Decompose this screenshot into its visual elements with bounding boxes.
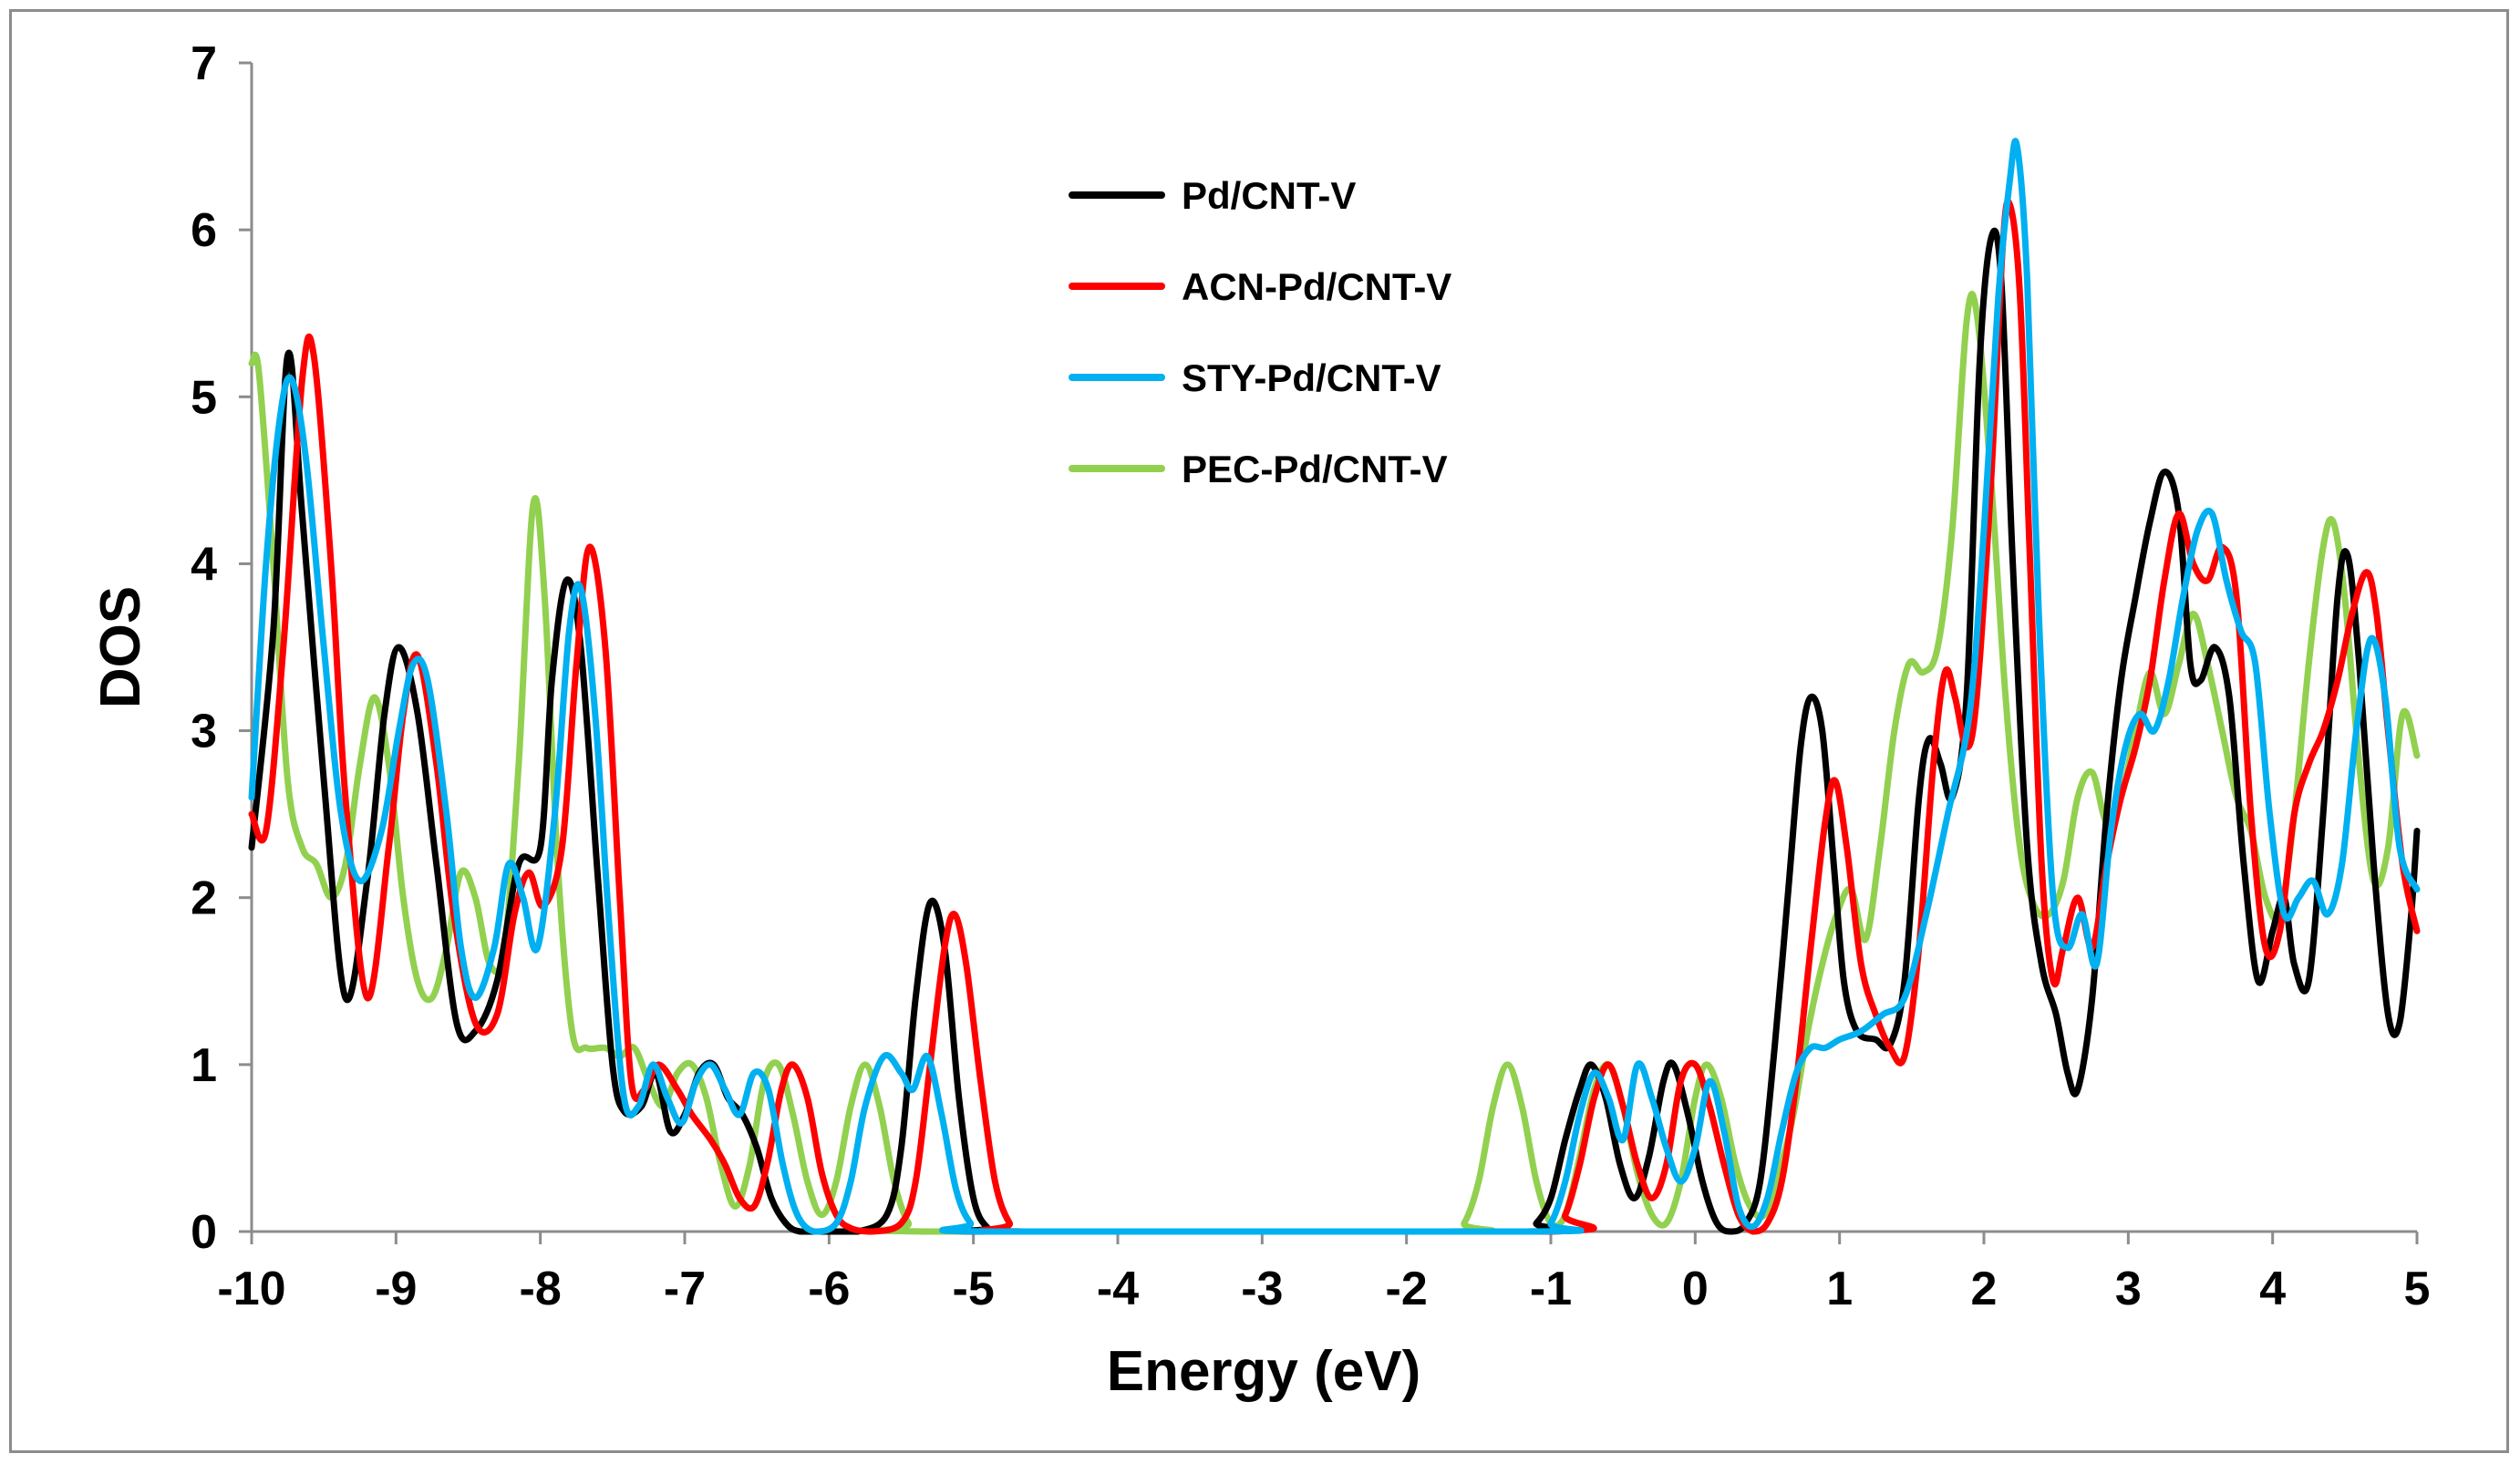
x-tick-label: 5 <box>2404 1263 2431 1315</box>
y-tick-label: 0 <box>191 1206 217 1259</box>
x-tick-label: 1 <box>1826 1263 1853 1315</box>
x-tick-label: 4 <box>2259 1263 2286 1315</box>
y-tick-label: 2 <box>191 872 217 925</box>
legend-label-pd-cnt-v: Pd/CNT-V <box>1182 174 1356 217</box>
series-line-pec-pd-cnt-v <box>248 291 2421 1235</box>
axes <box>239 61 2419 1244</box>
series-line-sty-pd-cnt-v <box>248 138 2421 1235</box>
x-tick-label: 0 <box>1682 1263 1709 1315</box>
y-tick-label: 4 <box>191 538 217 591</box>
legend-label-sty-pd-cnt-v: STY-Pd/CNT-V <box>1182 356 1441 399</box>
x-tick-label: -7 <box>664 1263 706 1315</box>
x-tick-label: -4 <box>1097 1263 1139 1315</box>
x-tick-label: 2 <box>1971 1263 1998 1315</box>
x-tick-label: -2 <box>1386 1263 1428 1315</box>
x-tick-label: 3 <box>2115 1263 2142 1315</box>
y-tick-label: 6 <box>191 204 217 257</box>
legend-label-pec-pd-cnt-v: PEC-Pd/CNT-V <box>1182 448 1448 490</box>
x-tick-label: -9 <box>375 1263 417 1315</box>
series-lines <box>248 138 2421 1235</box>
y-tick-label: 1 <box>191 1039 217 1092</box>
y-axis-title: DOS <box>89 586 152 708</box>
y-tick-label: 7 <box>191 37 217 90</box>
x-tick-label: -5 <box>953 1263 995 1315</box>
y-tick-label: 3 <box>191 706 217 758</box>
x-tick-label: -8 <box>520 1263 562 1315</box>
series-line-acn-pd-cnt-v <box>248 198 2421 1235</box>
x-axis-title: Energy (eV) <box>1107 1340 1421 1403</box>
legend: Pd/CNT-V ACN-Pd/CNT-V STY-Pd/CNT-V PEC-Pd/C… <box>1069 174 1451 490</box>
legend-label-acn-pd-cnt-v: ACN-Pd/CNT-V <box>1182 265 1451 308</box>
y-tick-label: 5 <box>191 371 217 424</box>
x-tick-label: -1 <box>1530 1263 1572 1315</box>
x-tick-label: -10 <box>217 1263 285 1315</box>
x-tick-label: -6 <box>808 1263 850 1315</box>
x-tick-label: -3 <box>1241 1263 1283 1315</box>
chart-frame: 0 1 2 3 4 5 6 7 -10 -9 -8 -7 -6 -5 -4 -3 -2 -1 0 1 2 3 4 5 Ener… <box>9 9 2509 1453</box>
